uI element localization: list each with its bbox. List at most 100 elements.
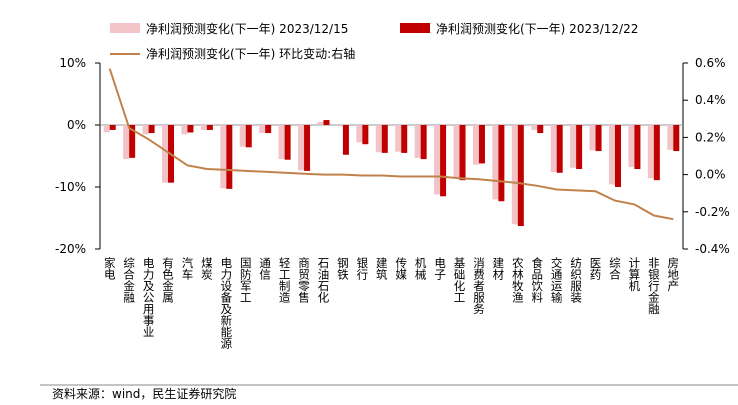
bar: [531, 125, 538, 130]
x-tick-label: 交通运输: [550, 256, 564, 304]
bar: [239, 125, 246, 147]
x-tick-label: 银行: [355, 256, 369, 281]
bar: [420, 125, 427, 160]
bar: [608, 125, 615, 185]
legend-label: 净利润预测变化(下一年) 环比变动:右轴: [146, 46, 355, 61]
bar: [440, 125, 447, 197]
bar: [395, 125, 402, 152]
bar: [673, 125, 680, 152]
bar: [453, 125, 460, 179]
bar: [298, 125, 305, 171]
bar: [265, 125, 272, 134]
bar: [634, 125, 641, 170]
legend-label: 净利润预测变化(下一年) 2023/12/15: [146, 21, 348, 36]
x-tick-label: 通信: [258, 257, 272, 281]
bar: [200, 125, 207, 130]
y-tick-label: 10%: [59, 56, 86, 70]
bar: [304, 125, 311, 171]
bar: [206, 125, 213, 130]
x-tick-label: 电力设备及新能源: [219, 257, 233, 350]
x-tick-label: 建筑: [375, 256, 389, 280]
x-tick-label: 石油石化: [316, 257, 330, 304]
bar: [459, 125, 466, 181]
bar: [570, 125, 577, 168]
x-tick-label: 商贸零售: [297, 256, 311, 304]
bar: [362, 125, 369, 145]
y-tick-label: -10%: [55, 180, 86, 194]
bar: [472, 125, 479, 165]
x-tick-label: 非银行金融: [647, 257, 661, 315]
x-tick-label: 电子: [433, 257, 447, 280]
x-tick-label: 房地产: [666, 257, 680, 292]
bar: [181, 125, 188, 135]
bar: [550, 125, 557, 173]
bar: [576, 125, 583, 170]
y2-tick-label: 0.6%: [695, 56, 726, 70]
line-series: [108, 68, 674, 221]
bar: [162, 125, 169, 183]
y2-tick-label: 0.0%: [695, 168, 726, 182]
y2-tick-label: -0.2%: [695, 205, 730, 219]
bar: [259, 125, 266, 134]
x-tick-label: 综合金融: [122, 256, 136, 304]
bar: [187, 125, 194, 133]
bar: [434, 125, 441, 195]
bar: [336, 125, 343, 127]
bar: [220, 125, 227, 189]
bar: [226, 125, 233, 189]
x-tick-label: 计算机: [627, 257, 641, 292]
x-tick-label: 消费者服务: [472, 256, 486, 314]
bar: [414, 125, 421, 158]
x-tick-label: 基础化工: [453, 257, 467, 303]
x-tick-label: 食品饮料: [530, 256, 544, 304]
legend-swatch: [110, 23, 140, 33]
source: 资料来源：wind，民生证券研究院: [52, 386, 236, 401]
bar: [511, 125, 518, 225]
x-tick-label: 轻工制造: [278, 256, 292, 303]
x-tick-label: 机械: [414, 256, 428, 281]
bar: [478, 125, 485, 164]
bar: [401, 125, 408, 153]
bar: [556, 125, 563, 173]
y2-tick-label: -0.4%: [695, 242, 730, 256]
bar: [284, 125, 291, 160]
bar: [142, 125, 149, 135]
x-tick-label: 有色金属: [161, 256, 175, 304]
bar: [317, 121, 324, 125]
bar: [109, 125, 116, 130]
y-tick-label: -20%: [55, 242, 86, 256]
x-tick-label: 电力及公用事业: [142, 257, 156, 338]
bar: [498, 125, 505, 202]
bar: [647, 125, 654, 179]
x-tick-label: 综合: [608, 256, 622, 280]
x-tick-label: 传媒: [394, 256, 408, 281]
bar: [103, 125, 110, 133]
x-tick-label: 建材: [491, 256, 505, 280]
legend-swatch: [400, 23, 430, 33]
x-tick-label: 农林牧渔: [511, 256, 525, 304]
bar: [537, 125, 544, 134]
x-tick-label: 纺织服装: [569, 256, 583, 304]
y-tick-label: 0%: [67, 118, 86, 132]
bar: [517, 125, 524, 227]
x-tick-label: 煤炭: [200, 257, 214, 281]
bar: [356, 125, 363, 143]
bar: [323, 120, 330, 125]
x-tick-label: 医药: [589, 257, 603, 281]
x-tick-label: 汽车: [180, 256, 194, 281]
bar: [614, 125, 621, 187]
x-tick-label: 家电: [103, 256, 117, 280]
bar: [492, 125, 499, 200]
bar: [381, 125, 388, 153]
bar: [148, 125, 155, 134]
bar: [628, 125, 635, 168]
y2-tick-label: 0.4%: [695, 93, 726, 107]
bar: [595, 125, 602, 152]
bar: [375, 125, 382, 153]
bar: [589, 125, 596, 151]
bar: [278, 125, 285, 160]
legend-label: 净利润预测变化(下一年) 2023/12/22: [436, 21, 638, 36]
bar: [245, 125, 252, 148]
x-tick-label: 钢铁: [336, 257, 350, 280]
